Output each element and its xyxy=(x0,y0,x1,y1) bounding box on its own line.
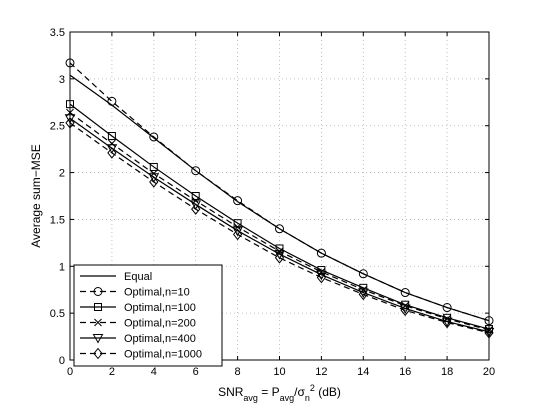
data-point xyxy=(400,288,410,298)
data-point xyxy=(107,147,117,159)
data-point xyxy=(149,162,158,171)
data-point xyxy=(190,200,202,210)
data-point xyxy=(107,132,116,141)
data-point xyxy=(358,269,368,279)
legend-marker xyxy=(94,318,102,327)
x-tick-label: 6 xyxy=(193,366,199,378)
legend-label: Optimal,n=400 xyxy=(124,333,196,345)
series-line xyxy=(69,117,490,333)
data-point xyxy=(316,248,326,258)
data-point xyxy=(191,192,200,200)
y-tick-label: 2.5 xyxy=(50,121,65,133)
ticks: 0 2 4 6 8 10 12 14 16 18 20 0 0.5 1 1.5 2 2.5 3 3.5 xyxy=(50,27,495,378)
y-tick-label: 3 xyxy=(59,74,65,86)
legend-marker xyxy=(92,334,104,344)
legend-label: Optimal,n=10 xyxy=(124,287,190,299)
legend-marker xyxy=(94,303,102,311)
x-tick-label: 14 xyxy=(357,366,369,378)
data-point xyxy=(274,250,285,260)
data-point xyxy=(275,224,284,234)
data-point xyxy=(149,176,159,188)
data-point xyxy=(107,96,117,106)
y-axis-label: Average sum−MSE xyxy=(29,144,43,248)
x-tick-label: 12 xyxy=(315,366,327,378)
series-line xyxy=(69,103,490,330)
data-point xyxy=(400,304,410,317)
data-point xyxy=(359,283,368,292)
data-point xyxy=(442,316,452,329)
legend-label: Optimal,n=200 xyxy=(124,318,196,330)
x-tick-label: 10 xyxy=(273,366,285,378)
data-point xyxy=(106,144,118,154)
y-tick-label: 3.5 xyxy=(50,27,65,39)
data-point xyxy=(191,203,201,215)
legend-label: Equal xyxy=(124,271,152,283)
data-point xyxy=(191,166,201,176)
y-tick-label: 1.5 xyxy=(50,214,65,226)
legend: Equal Optimal,n=10 Optimal,n=100 Optimal,n=… xyxy=(73,264,223,367)
data-point xyxy=(149,132,159,142)
x-tick-label: 16 xyxy=(399,366,411,378)
data-point xyxy=(233,196,243,206)
data-point xyxy=(274,252,285,264)
data-point xyxy=(232,228,243,241)
legend-label: Optimal,n=100 xyxy=(124,302,196,314)
series-line xyxy=(69,122,490,334)
x-tick-label: 0 xyxy=(67,366,73,378)
legend-label: Optimal,n=1000 xyxy=(124,349,202,361)
series-5 xyxy=(65,117,494,339)
series-1 xyxy=(65,58,494,326)
series-line xyxy=(69,62,490,322)
y-tick-label: 2 xyxy=(59,168,65,180)
data-point xyxy=(358,288,368,301)
legend-marker xyxy=(93,347,103,360)
x-tick-label: 8 xyxy=(235,366,241,378)
y-tick-label: 0 xyxy=(59,355,65,367)
x-tick-label: 20 xyxy=(483,366,495,378)
x-axis-label: SNRavg = Pavg/σn2 (dB) xyxy=(218,383,341,403)
data-point xyxy=(232,226,243,237)
data-point xyxy=(148,173,160,183)
y-tick-label: 0.5 xyxy=(50,308,65,320)
x-tick-label: 18 xyxy=(441,366,453,378)
x-tick-label: 2 xyxy=(109,366,115,378)
y-tick-label: 1 xyxy=(59,261,65,273)
series-group xyxy=(64,58,495,339)
x-tick-label: 4 xyxy=(151,366,157,378)
data-point xyxy=(316,271,327,284)
legend-marker xyxy=(93,287,103,296)
data-point xyxy=(442,303,452,313)
